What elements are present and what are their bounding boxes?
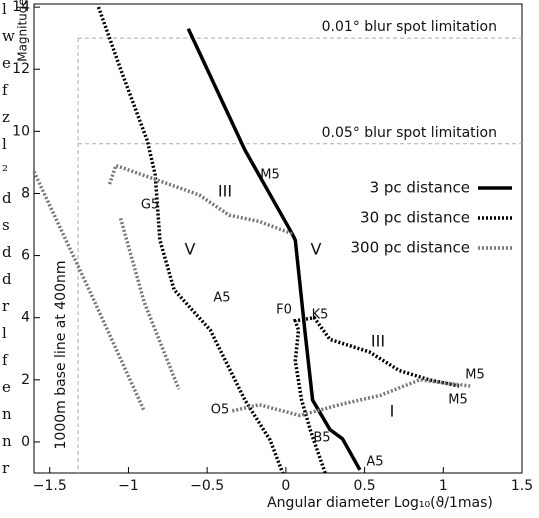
x-tick-label: 0 xyxy=(281,478,290,494)
y-tick-label: 12 xyxy=(12,61,30,77)
blur-label: 0.05° blur spot limitation xyxy=(322,125,497,141)
x-tick-label: −1.5 xyxy=(33,478,67,494)
track-label: M5 xyxy=(448,393,468,408)
margin-fragment: l xyxy=(2,324,7,342)
track-label: G5 xyxy=(141,198,159,213)
y-tick-label: 6 xyxy=(21,248,30,264)
margin-fragment: l xyxy=(2,135,7,153)
track-label: F0 xyxy=(276,303,292,318)
margin-fragment: r xyxy=(2,459,10,477)
series-line xyxy=(32,163,471,418)
track-label: III xyxy=(371,332,385,351)
x-tick-label: −0.5 xyxy=(190,478,224,494)
track-label: K5 xyxy=(312,308,329,323)
margin-fragment: n xyxy=(2,405,12,423)
y-axis-label: Magnitude xyxy=(16,0,30,62)
margin-fragment: w xyxy=(2,27,15,45)
track-label: M5 xyxy=(465,368,485,383)
margin-fragment: s xyxy=(2,216,10,234)
series-line xyxy=(96,6,460,474)
margin-fragment: f xyxy=(2,81,9,99)
margin-fragment: d xyxy=(2,270,12,288)
margin-fragment: e xyxy=(2,378,11,396)
x-tick-label: 1 xyxy=(439,478,448,494)
y-tick-label: 2 xyxy=(21,372,30,388)
track-label: M5 xyxy=(260,168,280,183)
track-label: O5 xyxy=(211,403,230,418)
margin-fragment: f xyxy=(2,351,9,369)
track-label: I xyxy=(390,402,395,421)
x-tick-label: 1.5 xyxy=(511,478,533,494)
y-tick-label: 0 xyxy=(21,434,30,450)
margin-fragment: n xyxy=(2,432,12,450)
margin-fragment: d xyxy=(2,189,12,207)
track-label: III xyxy=(218,182,232,201)
y-tick-label: 4 xyxy=(21,310,30,326)
baseline-label: 1000m base line at 400nm xyxy=(53,260,69,449)
legend-label: 300 pc distance xyxy=(351,239,471,257)
margin-fragment: e xyxy=(2,54,11,72)
blur-label: 0.01° blur spot limitation xyxy=(322,19,497,35)
legend-label: 30 pc distance xyxy=(360,209,470,227)
track-label: V xyxy=(311,240,322,259)
track-label: A5 xyxy=(366,455,383,470)
margin-fragment: d xyxy=(2,243,12,261)
y-tick-label: 10 xyxy=(12,123,30,139)
margin-fragment: l xyxy=(2,0,7,18)
track-label: B5 xyxy=(313,431,330,446)
x-axis-label: Angular diameter Log₁₀(ϑ/1mas) xyxy=(267,495,493,511)
margin-fragment: ² xyxy=(2,162,8,180)
track-label: A5 xyxy=(213,291,230,306)
margin-fragment: r xyxy=(2,297,10,315)
x-tick-label: −1 xyxy=(118,478,139,494)
track-label: V xyxy=(185,240,196,259)
legend-label: 3 pc distance xyxy=(370,179,470,197)
y-tick-label: 14 xyxy=(12,0,30,15)
y-tick-label: 8 xyxy=(21,185,30,201)
margin-fragment: z xyxy=(2,108,10,126)
plot-frame xyxy=(33,3,523,474)
x-tick-label: 0.5 xyxy=(353,478,375,494)
series-line xyxy=(186,28,362,471)
